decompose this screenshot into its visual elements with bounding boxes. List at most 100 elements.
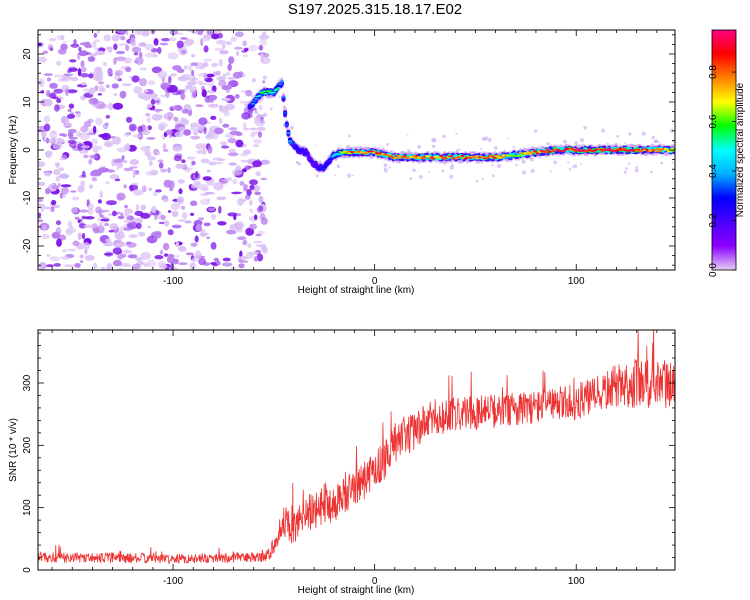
spectrogram-noise-blob — [174, 131, 184, 138]
spectrogram-noise-blob — [216, 161, 223, 165]
spectrogram-noise-blob — [68, 103, 75, 109]
spectrogram-noise-blob — [197, 217, 205, 221]
spectrogram-noise-blob — [42, 206, 52, 210]
spectrogram-noise-blob — [93, 33, 98, 38]
spectrogram-noise-blob — [60, 256, 71, 260]
spectrogram-noise-blob — [258, 205, 264, 212]
spectrogram-scatter-dot — [315, 145, 318, 147]
spectrogram-noise-blob — [237, 198, 245, 206]
spectrogram-ridge-cell — [326, 161, 331, 164]
spectrogram-ridge-cell — [639, 150, 644, 153]
spectrogram-noise-blob — [109, 223, 119, 231]
spectrogram-ridge-cell — [655, 147, 660, 150]
spectrogram-noise-blob — [162, 242, 170, 251]
spectrogram-ridge-cell — [291, 142, 296, 145]
spectrogram-ridge-cell — [524, 153, 530, 156]
spectrogram-noise-blob — [208, 103, 219, 108]
spectrogram-noise-blob — [60, 34, 65, 41]
spectrogram-noise-blob — [260, 52, 264, 62]
spectrogram-scatter-dot — [512, 145, 515, 149]
spectrogram-noise-blob — [58, 167, 65, 172]
spectrogram-noise-blob — [114, 69, 123, 77]
spectrogram-noise-blob — [206, 169, 211, 173]
spectrogram-noise-blob — [155, 189, 162, 193]
spectrogram-scatter-dot — [419, 175, 423, 179]
spectrogram-ridge-cell — [429, 156, 434, 159]
spectrogram-noise-blob — [105, 114, 111, 119]
spectrogram-noise-blob — [218, 205, 222, 214]
spectrogram-ridge-cell — [405, 157, 410, 160]
spectrogram-noise-blob — [103, 253, 113, 256]
spectrogram-noise-blob — [100, 218, 110, 222]
spectrogram-noise-blob — [228, 152, 239, 157]
spectrogram-noise-blob — [79, 132, 90, 141]
spectrogram-noise-blob — [145, 151, 152, 158]
spectrogram-scatter-dot — [658, 141, 661, 144]
spectrogram-noise-blob — [80, 180, 85, 187]
spectrogram-ridge-cell — [263, 92, 268, 95]
spectrogram-noise-blob — [94, 85, 99, 92]
spectrogram-noise-blob — [69, 141, 78, 149]
spectrogram-ridge-cell — [375, 152, 380, 155]
spectrogram-noise-blob — [52, 142, 63, 150]
spectrogram-noise-blob — [222, 257, 231, 262]
spectrogram-noise-blob — [213, 47, 225, 51]
spectrogram-x-tick-label: 0 — [372, 276, 378, 287]
spectrogram-noise-blob — [262, 31, 267, 36]
spectrogram-ridge-cell — [278, 83, 283, 86]
spectrogram-noise-blob — [113, 57, 117, 65]
spectrogram-noise-blob — [169, 180, 175, 189]
spectrogram-noise-blob — [157, 70, 168, 79]
spectrogram-noise-blob — [175, 163, 184, 169]
spectrogram-noise-blob — [116, 167, 119, 171]
spectrogram-noise-blob — [189, 200, 198, 207]
spectrogram-noise-blob — [213, 127, 224, 135]
spectrogram-noise-blob — [143, 89, 149, 93]
spectrogram-noise-blob — [255, 233, 262, 237]
spectrogram-noise-blob — [255, 244, 264, 248]
spectrogram-scatter-dot — [428, 170, 431, 173]
spectrogram-noise-blob — [96, 30, 100, 35]
spectrogram-scatter-dot — [352, 174, 355, 177]
spectrogram-noise-blob — [178, 126, 186, 131]
spectrogram-noise-blob — [98, 81, 104, 85]
spectrogram-noise-blob — [38, 129, 47, 133]
spectrogram-ridge-cell — [644, 148, 649, 151]
spectrogram-noise-blob — [83, 154, 89, 159]
spectrogram-noise-blob — [66, 113, 76, 119]
spectrogram-ridge-cell — [618, 147, 623, 150]
snr-x-tick-label: -100 — [163, 576, 183, 587]
spectrogram-noise-blob — [59, 157, 65, 161]
spectrogram-noise-blob — [177, 245, 187, 252]
snr-y-tick-label: 300 — [22, 374, 33, 391]
spectrogram-ridge-cell — [347, 152, 352, 155]
spectrogram-noise-blob — [229, 223, 237, 231]
spectrogram-noise-blob — [129, 159, 139, 166]
spectrogram-noise-blob — [70, 43, 80, 48]
spectrogram-noise-blob — [80, 73, 89, 78]
spectrogram-noise-blob — [82, 170, 86, 178]
spectrogram-noise-blob — [246, 189, 252, 196]
spectrogram-noise-blob — [154, 255, 164, 260]
spectrogram-noise-blob — [178, 262, 188, 266]
spectrogram-scatter-dot — [651, 135, 655, 140]
spectrogram-y-tick-label: 10 — [22, 96, 33, 108]
spectrogram-noise-blob — [97, 218, 101, 222]
spectrogram-noise-blob — [98, 145, 103, 151]
spectrogram-ridge-cell — [545, 149, 551, 151]
spectrogram-noise-blob — [141, 30, 150, 37]
spectrogram-scatter-dot — [451, 163, 454, 167]
spectrogram-noise-blob — [169, 134, 173, 139]
spectrogram-noise-blob — [133, 52, 139, 56]
spectrogram-scatter-dot — [262, 75, 267, 80]
spectrogram-scatter-dot — [278, 96, 281, 99]
spectrogram-noise-blob — [147, 156, 156, 161]
spectrogram-noise-blob — [113, 242, 120, 248]
spectrogram-noise-blob — [177, 179, 185, 184]
spectrogram-scatter-dot — [601, 128, 606, 133]
spectrogram-noise-blob — [177, 219, 187, 222]
spectrogram-noise-blob — [113, 158, 125, 164]
spectrogram-noise-blob — [191, 53, 196, 58]
spectrogram-scatter-dot — [431, 140, 434, 143]
